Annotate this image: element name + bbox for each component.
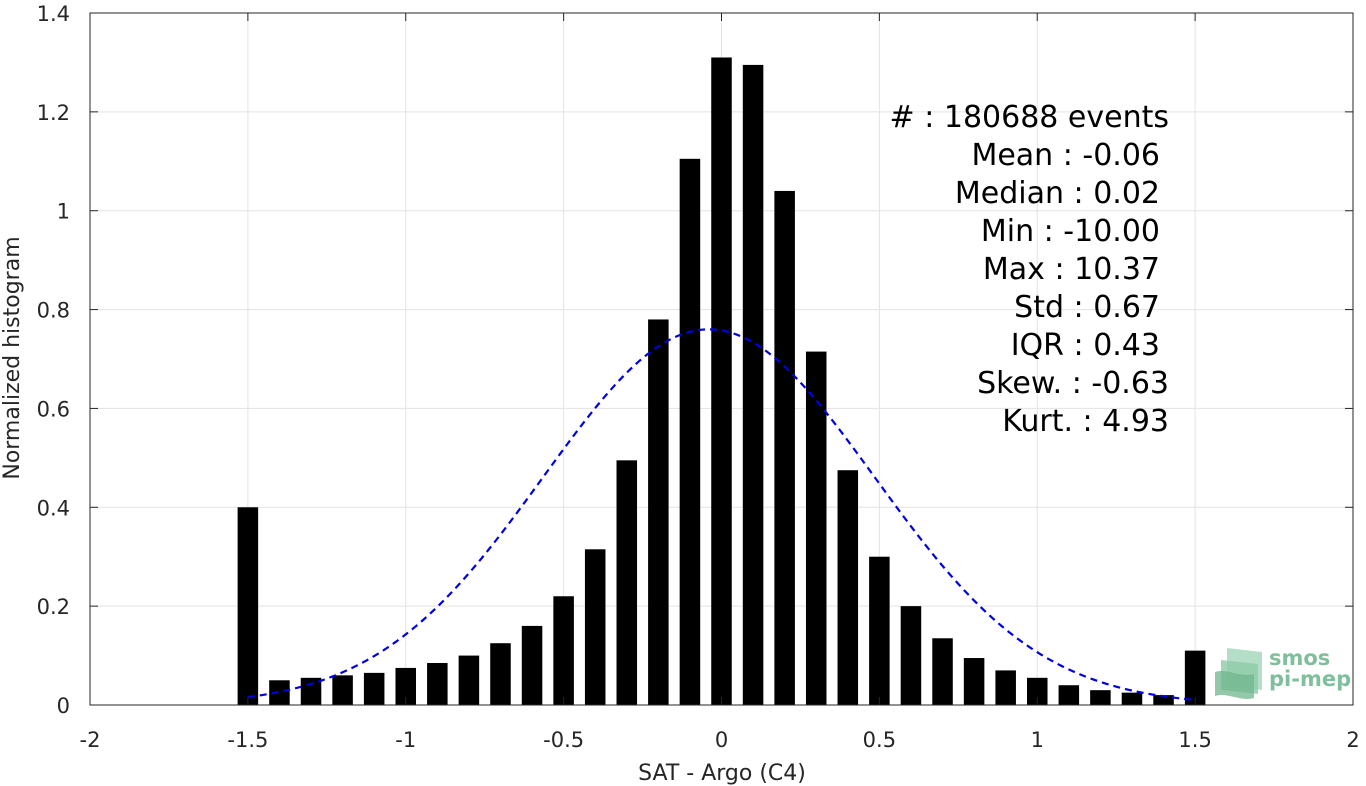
x-tick-label: -1 [395, 728, 416, 752]
histogram-bar [805, 351, 827, 705]
x-tick-label: 0 [715, 728, 728, 752]
y-tick-label: 0.2 [37, 595, 70, 619]
histogram-bar [742, 64, 764, 705]
histogram-bar [995, 670, 1016, 705]
y-tick-labels: 0 0.2 0.4 0.6 0.8 1 1.2 1.4 [37, 2, 70, 718]
stats-std: Std : 0.67 [1014, 290, 1160, 325]
stats-min: Min : -10.00 [981, 214, 1160, 249]
x-tick-label: 1.5 [1178, 728, 1211, 752]
stats-mean: Mean : -0.06 [971, 138, 1160, 173]
histogram-bar [963, 658, 985, 705]
x-tick-label: -1.5 [227, 728, 268, 752]
logo-text-line1: smos [1269, 646, 1330, 670]
histogram-bar [395, 667, 417, 705]
histogram-bar [553, 596, 574, 705]
histogram-bar [1121, 692, 1143, 705]
x-tick-label: -2 [80, 728, 101, 752]
histogram-bar [932, 638, 953, 705]
stats-median: Median : 0.02 [955, 176, 1160, 211]
stats-events: # : 180688 events [890, 100, 1169, 135]
histogram-bar [1153, 695, 1174, 705]
histogram-bar [490, 643, 511, 705]
histogram-bar [1184, 650, 1206, 705]
x-tick-label: 2 [1346, 728, 1359, 752]
logo-wave-icon [1215, 648, 1262, 699]
x-tick-label: 0.5 [863, 728, 896, 752]
y-tick-label: 1.4 [37, 2, 70, 26]
histogram-bar [458, 655, 480, 705]
statistics-box: # : 180688 events Mean : -0.06 Median : … [890, 100, 1169, 439]
smos-pimep-logo: smos pi-mep [1215, 646, 1351, 699]
gaussian-fit-curve [247, 328, 1196, 702]
y-axis-title: Normalized histogram [0, 236, 25, 479]
y-tick-label: 0 [57, 694, 70, 718]
histogram-bar [1026, 677, 1048, 705]
histogram-bar [584, 549, 606, 705]
histogram-bar [900, 606, 922, 705]
histogram-bar [521, 625, 543, 705]
histogram-bar [1090, 690, 1111, 705]
histogram-bar [332, 675, 353, 705]
stats-skewness: Skew. : -0.63 [977, 366, 1169, 401]
histogram-bar [363, 672, 385, 705]
histogram-bar [869, 556, 890, 705]
y-tick-label: 0.4 [37, 496, 70, 520]
y-tick-label: 0.8 [37, 299, 70, 323]
histogram-bar [269, 680, 290, 705]
histogram-bars [237, 57, 1206, 706]
histogram-bar [1058, 685, 1080, 705]
histogram-bar [711, 57, 732, 705]
y-tick-label: 1.2 [37, 101, 70, 125]
histogram-bar [648, 319, 669, 705]
histogram-bar [774, 190, 795, 705]
x-tick-labels: -2 -1.5 -1 -0.5 0 0.5 1 1.5 2 [80, 728, 1360, 752]
y-tick-label: 0.6 [37, 397, 70, 421]
histogram-bar [237, 507, 259, 705]
plot-axes [89, 12, 1354, 706]
histogram-bar [300, 677, 322, 705]
stats-kurtosis: Kurt. : 4.93 [1002, 404, 1169, 439]
x-tick-label: -0.5 [543, 728, 584, 752]
logo-text-line2: pi-mep [1269, 667, 1351, 691]
y-tick-label: 1 [57, 200, 70, 224]
histogram-bar [427, 662, 448, 705]
stats-iqr: IQR : 0.43 [1011, 328, 1160, 363]
histogram-bar [679, 158, 701, 706]
histogram-bar [837, 470, 859, 705]
x-axis-title: SAT - Argo (C4) [638, 761, 806, 786]
histogram-bar [616, 460, 638, 705]
stats-max: Max : 10.37 [983, 252, 1160, 287]
x-tick-label: 1 [1031, 728, 1044, 752]
